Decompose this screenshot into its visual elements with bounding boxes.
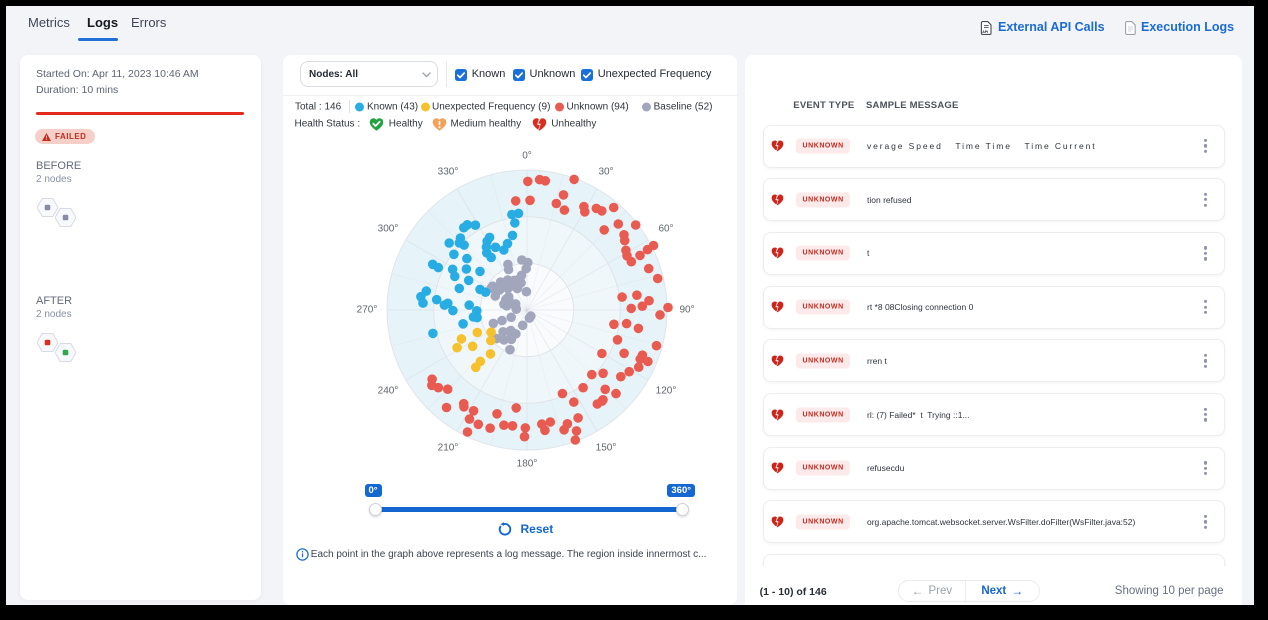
svg-text:API: API: [982, 30, 988, 34]
